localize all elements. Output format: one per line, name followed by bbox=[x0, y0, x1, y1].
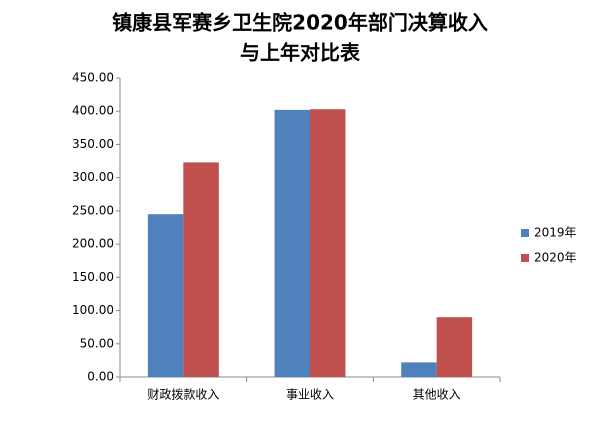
bar bbox=[183, 162, 219, 377]
y-tick-label: 100.00 bbox=[72, 303, 114, 317]
legend-label: 2019年 bbox=[534, 226, 577, 240]
y-tick-label: 300.00 bbox=[72, 170, 114, 184]
legend-swatch bbox=[521, 254, 529, 262]
bar bbox=[436, 317, 473, 377]
chart-title: 与上年对比表 bbox=[240, 41, 361, 65]
bar bbox=[147, 214, 184, 377]
y-tick-label: 0.00 bbox=[87, 370, 114, 384]
legend-label: 2020年 bbox=[534, 251, 577, 265]
chart-title: 镇康县军赛乡卫生院2020年部门决算收入 bbox=[112, 11, 488, 35]
x-tick-label: 财政拨款收入 bbox=[147, 388, 219, 402]
x-tick-label: 事业收入 bbox=[286, 388, 334, 402]
y-tick-label: 50.00 bbox=[80, 336, 114, 350]
y-tick-label: 150.00 bbox=[72, 270, 114, 284]
y-tick-label: 350.00 bbox=[72, 137, 114, 151]
bar bbox=[310, 109, 346, 378]
bar bbox=[401, 362, 437, 377]
y-tick-label: 400.00 bbox=[72, 104, 114, 118]
bar bbox=[274, 109, 310, 377]
y-tick-label: 200.00 bbox=[72, 237, 114, 251]
x-tick-label: 其他收入 bbox=[413, 388, 461, 402]
y-tick-label: 450.00 bbox=[72, 71, 114, 85]
legend-swatch bbox=[521, 229, 529, 237]
y-tick-label: 250.00 bbox=[72, 203, 114, 217]
